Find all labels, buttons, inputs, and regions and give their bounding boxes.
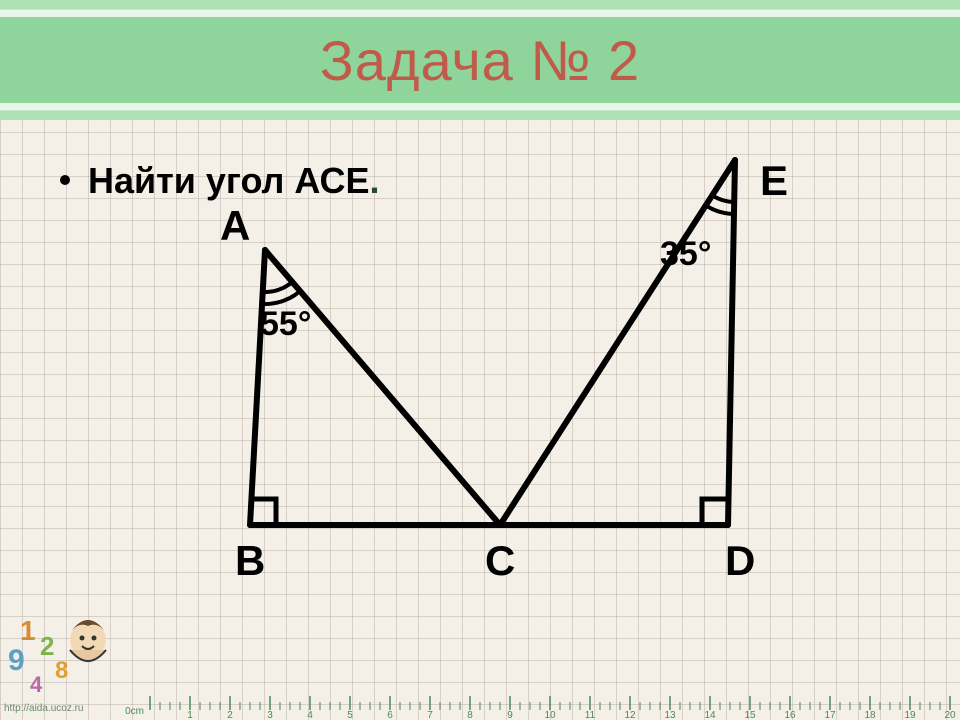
- svg-text:4: 4: [307, 710, 313, 720]
- watermark: http://aida.ucoz.ru: [4, 703, 84, 714]
- svg-text:11: 11: [585, 710, 596, 720]
- svg-text:16: 16: [784, 710, 796, 720]
- svg-text:С: С: [485, 537, 515, 584]
- bullet-icon: [60, 175, 70, 185]
- svg-text:2: 2: [40, 631, 54, 661]
- svg-text:17: 17: [824, 710, 836, 720]
- svg-text:7: 7: [427, 710, 433, 720]
- svg-text:18: 18: [864, 710, 876, 720]
- svg-text:6: 6: [387, 710, 393, 720]
- svg-text:9: 9: [507, 710, 513, 720]
- header-band: Задача № 2: [0, 0, 960, 120]
- svg-text:10: 10: [544, 710, 556, 720]
- svg-text:А: А: [220, 202, 250, 249]
- svg-text:13: 13: [664, 710, 676, 720]
- svg-text:8: 8: [55, 657, 68, 684]
- svg-text:12: 12: [624, 710, 636, 720]
- svg-text:D: D: [725, 537, 755, 584]
- svg-text:3: 3: [267, 710, 273, 720]
- svg-text:55°: 55°: [260, 305, 311, 343]
- slide: Задача № 2 Найти угол АСЕ. 55°35°АВСDЕ 1…: [0, 0, 960, 720]
- svg-text:8: 8: [467, 710, 473, 720]
- ruler: 0cm1234567891011121314151617181920: [0, 692, 960, 720]
- svg-text:14: 14: [704, 710, 716, 720]
- svg-text:2: 2: [227, 710, 233, 720]
- svg-text:0cm: 0cm: [125, 706, 144, 717]
- svg-text:9: 9: [8, 644, 25, 677]
- svg-text:35°: 35°: [660, 235, 711, 273]
- ruler-svg: 0cm1234567891011121314151617181920: [0, 692, 960, 720]
- svg-text:В: В: [235, 537, 265, 584]
- svg-text:Е: Е: [760, 157, 788, 204]
- svg-text:15: 15: [744, 710, 756, 720]
- corner-decoration: 1 2 9 8 4: [0, 600, 120, 700]
- geometry-diagram: 55° 35° А В С D Е: [120, 145, 860, 625]
- slide-title: Задача № 2: [320, 28, 640, 93]
- svg-text:20: 20: [944, 710, 956, 720]
- svg-text:1: 1: [187, 710, 193, 720]
- svg-text:19: 19: [904, 710, 916, 720]
- svg-text:1: 1: [20, 615, 36, 646]
- svg-text:5: 5: [347, 710, 353, 720]
- diagram-svg: 55° 35° А В С D Е: [120, 145, 860, 625]
